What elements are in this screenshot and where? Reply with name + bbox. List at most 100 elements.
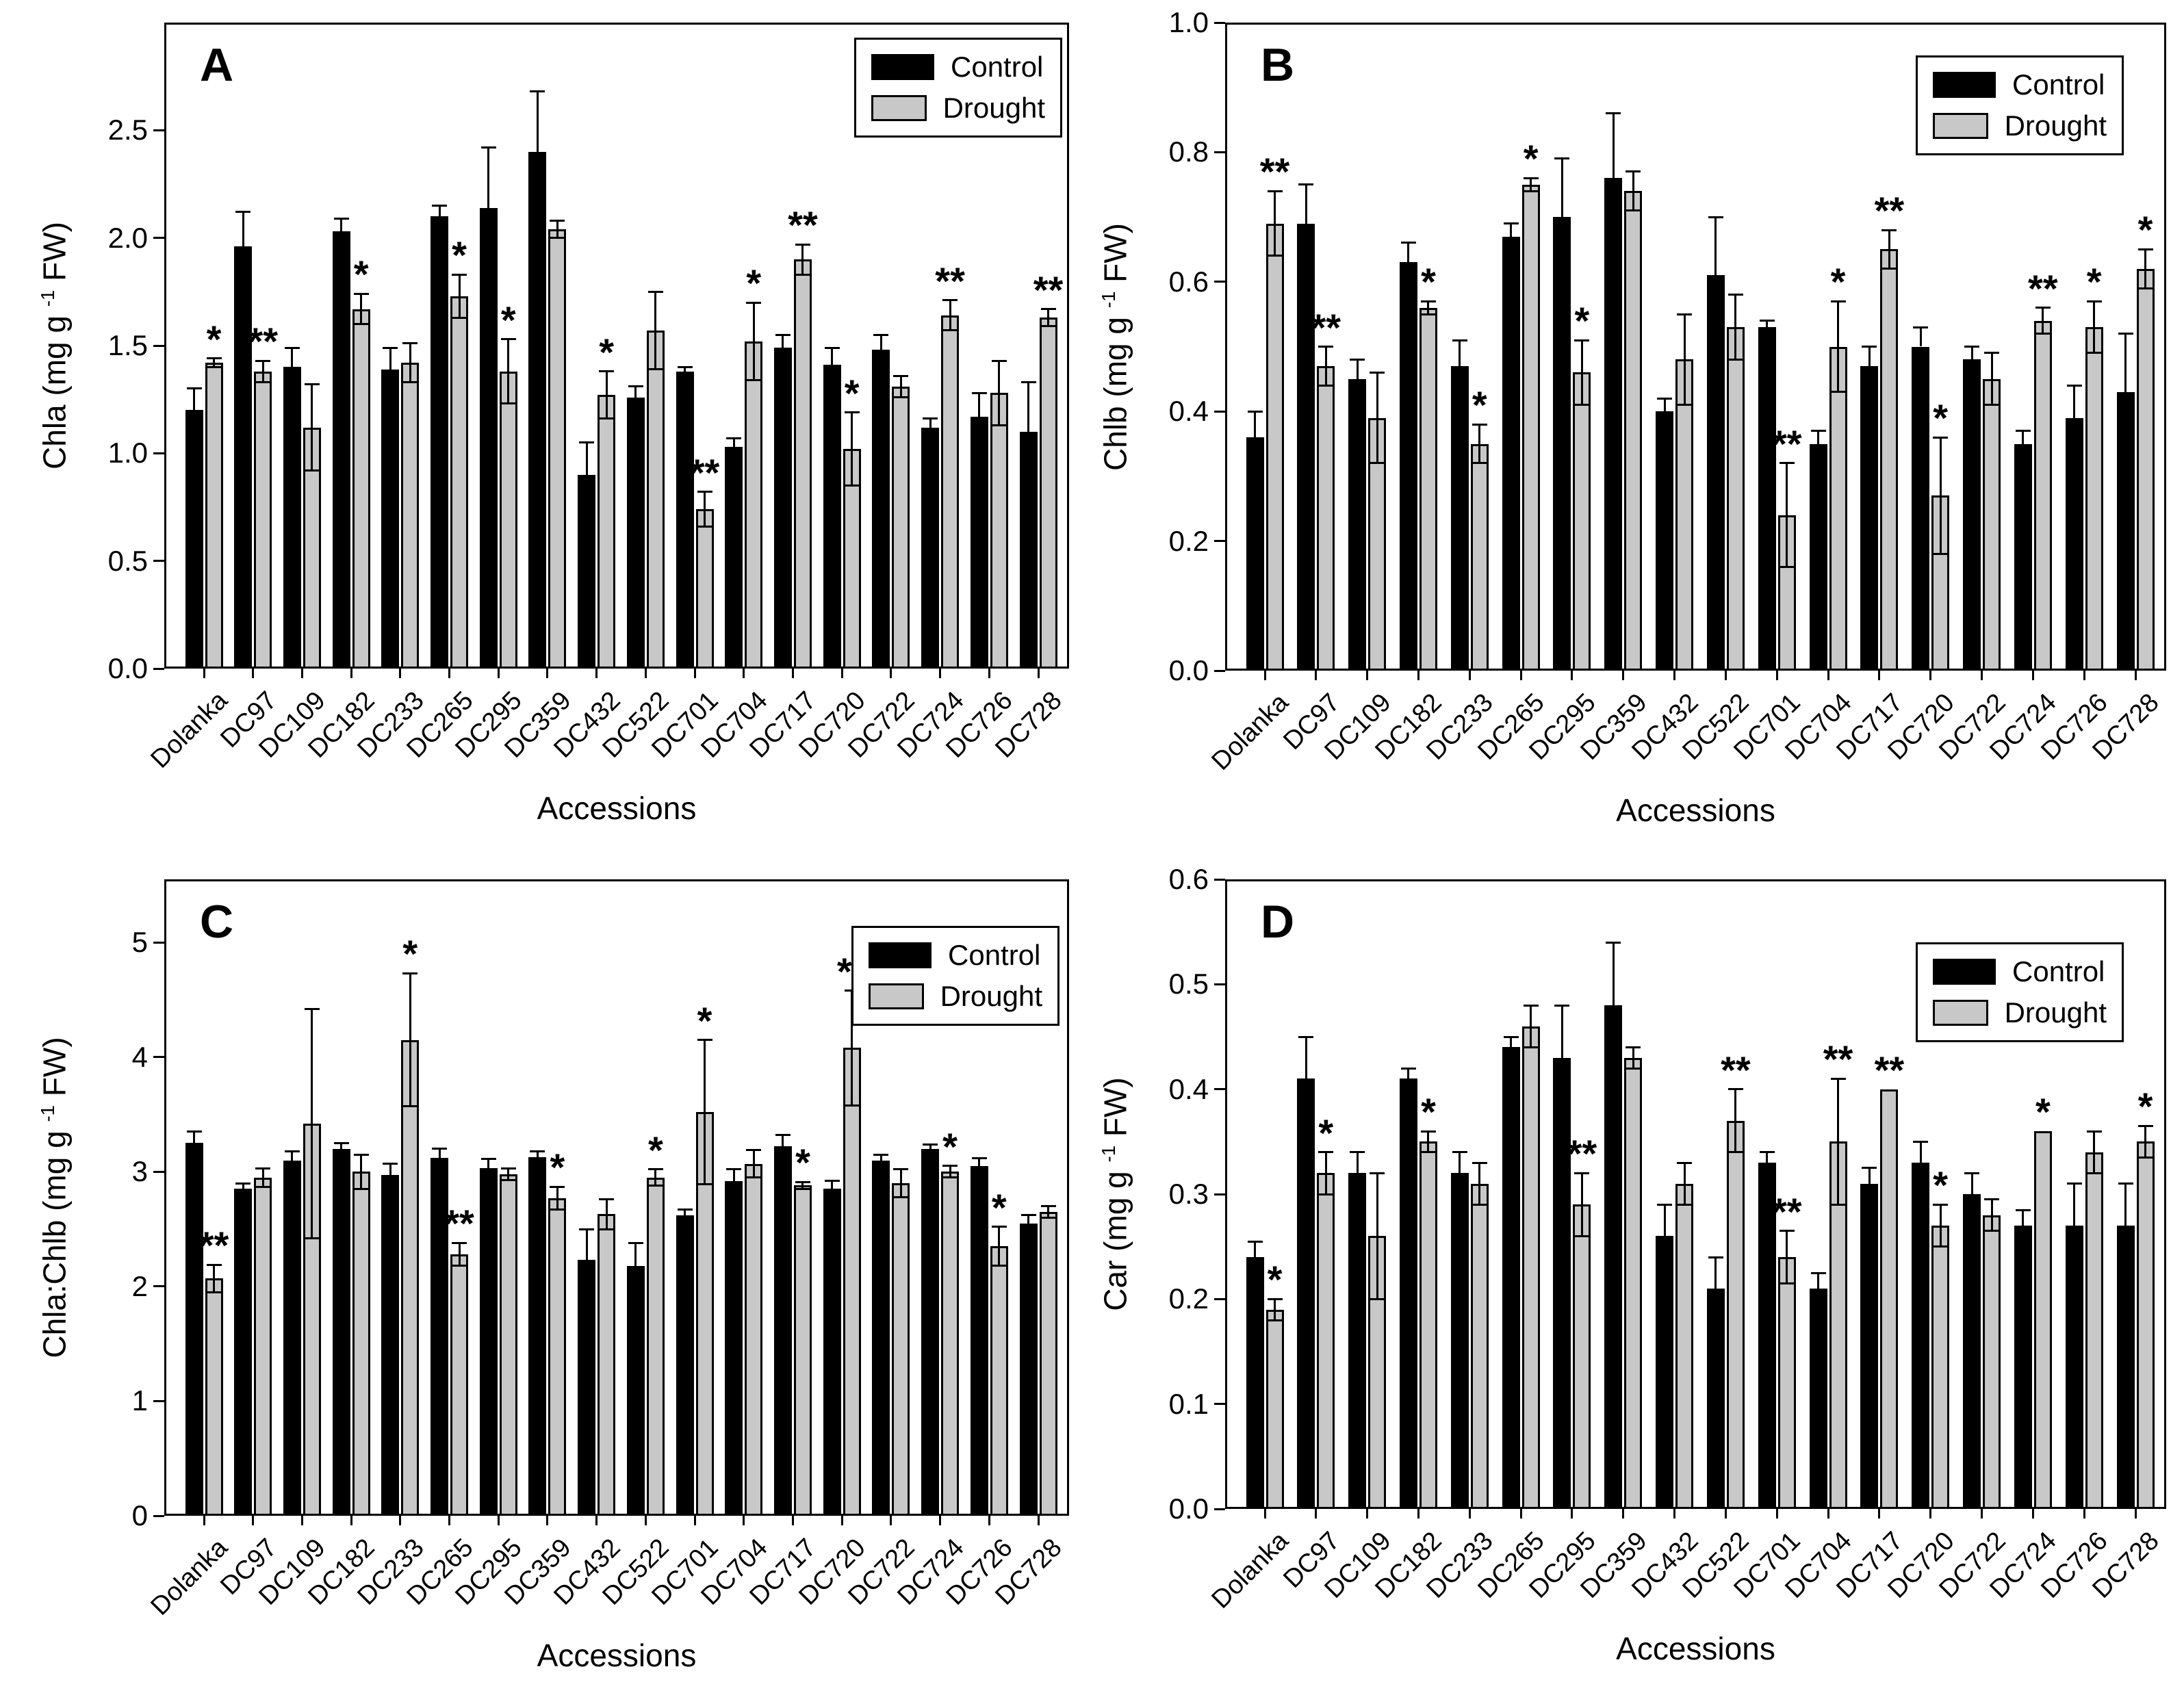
error-bar-cap	[550, 1185, 565, 1188]
error-bar	[1305, 1037, 1307, 1079]
bar-drought-DC295	[1573, 1204, 1591, 1509]
x-tick	[350, 1516, 352, 1525]
error-bar	[1254, 411, 1256, 438]
error-bar-cap	[599, 1228, 615, 1230]
legend-label-drought: Drought	[942, 92, 1045, 124]
error-bar	[1560, 158, 1563, 218]
error-bar	[1663, 398, 1666, 412]
error-bar-cap	[746, 301, 762, 304]
error-bar-cap	[1574, 1235, 1590, 1237]
error-bar-cap	[1020, 1214, 1036, 1217]
bar-drought-DC265	[1521, 1026, 1540, 1509]
bar-control-DC720	[823, 1189, 841, 1516]
y-axis-title-text: Car (mg g	[1097, 1162, 1133, 1311]
error-bar	[556, 220, 558, 238]
error-bar-cap	[1830, 300, 1846, 302]
error-bar-cap	[452, 316, 467, 319]
error-bar-cap	[1933, 1245, 1949, 1248]
error-bar-cap	[255, 1167, 271, 1169]
error-bar	[782, 1135, 784, 1147]
y-tick	[1214, 151, 1225, 153]
error-bar-cap	[255, 359, 271, 362]
error-bar	[2093, 1131, 2096, 1174]
bar-control-DC233	[381, 369, 400, 669]
error-bar-cap	[1759, 1151, 1775, 1154]
error-bar	[438, 205, 441, 217]
significance-marker-Dolanka: **	[198, 1224, 229, 1267]
error-bar-cap	[186, 387, 202, 390]
legend-label-drought: Drought	[940, 980, 1042, 1012]
error-bar	[2042, 307, 2044, 334]
bar-drought-Dolanka	[1266, 1309, 1284, 1509]
error-bar-cap	[1472, 1161, 1487, 1164]
bar-control-DC704	[725, 446, 743, 669]
significance-marker-DC295: **	[1567, 1132, 1597, 1176]
error-bar	[291, 348, 294, 367]
error-bar	[1478, 1163, 1481, 1205]
error-bar-cap	[530, 1150, 545, 1152]
error-bar	[340, 1143, 343, 1149]
bar-drought-DC720	[843, 1048, 861, 1516]
bar-control-DC728	[1019, 1223, 1038, 1516]
legend-label-control: Control	[2012, 955, 2105, 987]
x-tick	[1037, 669, 1040, 678]
x-tick	[1571, 1509, 1573, 1518]
error-bar-cap	[1810, 430, 1826, 432]
error-bar-cap	[1267, 1319, 1283, 1321]
bar-control-DC722	[872, 350, 890, 669]
error-bar-cap	[942, 299, 958, 302]
error-bar	[360, 1154, 363, 1189]
error-bar-cap	[2118, 1182, 2133, 1185]
error-bar	[752, 1150, 755, 1178]
error-bar-cap	[1964, 1172, 1980, 1174]
error-bar-cap	[1503, 222, 1519, 225]
error-bar-cap	[579, 441, 595, 444]
bar-drought-DC432	[1675, 1183, 1694, 1509]
significance-marker-DC265: *	[452, 233, 467, 277]
error-bar-cap	[647, 290, 663, 293]
legend-row-control: Control	[1933, 70, 2107, 100]
y-tick	[1214, 1403, 1225, 1406]
y-axis-title-C: Chla:Chlb (mg g -1 FW)	[31, 890, 72, 1505]
bar-control-DC701	[1758, 1163, 1776, 1509]
error-bar-cap	[1881, 268, 1897, 270]
bar-control-DC109	[283, 367, 301, 669]
bar-drought-DC724	[2033, 1131, 2052, 1509]
error-bar-cap	[647, 1168, 663, 1171]
bar-control-DC522	[626, 397, 645, 669]
error-bar-cap	[1318, 1193, 1334, 1196]
bar-drought-DC432	[598, 1214, 616, 1516]
x-tick	[1673, 1509, 1676, 1518]
error-bar-cap	[452, 273, 467, 276]
error-bar-cap	[991, 424, 1007, 426]
error-bar-cap	[1626, 209, 1641, 212]
bar-control-DC724	[921, 427, 940, 669]
bar-control-DC182	[332, 1148, 350, 1516]
error-bar-cap	[2137, 287, 2153, 289]
bar-drought-DC722	[892, 1183, 910, 1516]
x-tick	[252, 669, 255, 678]
x-tick	[1981, 1509, 1983, 1518]
x-tick	[1827, 1509, 1829, 1518]
x-tick	[1571, 671, 1573, 680]
bar-control-DC265	[1502, 236, 1520, 671]
legend-swatch-drought	[871, 95, 927, 121]
bar-control-DC97	[1297, 1078, 1315, 1509]
error-bar-cap	[284, 1150, 300, 1152]
error-bar	[1786, 1230, 1788, 1284]
bar-drought-DC522	[1726, 1120, 1745, 1509]
bar-control-DC359	[528, 151, 547, 669]
x-tick	[497, 1516, 500, 1525]
error-bar	[1612, 942, 1615, 1005]
error-bar	[1817, 1273, 1820, 1289]
error-bar-cap	[599, 417, 615, 420]
error-bar-cap	[383, 346, 398, 349]
significance-marker-DC724: **	[935, 259, 965, 302]
error-bar	[684, 367, 686, 372]
error-bar-cap	[550, 1209, 565, 1211]
x-tick	[1315, 671, 1318, 680]
x-tick	[2134, 671, 2137, 680]
error-bar-cap	[235, 211, 251, 214]
significance-marker-DC728: **	[1033, 268, 1064, 311]
bar-control-DC265	[431, 1158, 449, 1516]
